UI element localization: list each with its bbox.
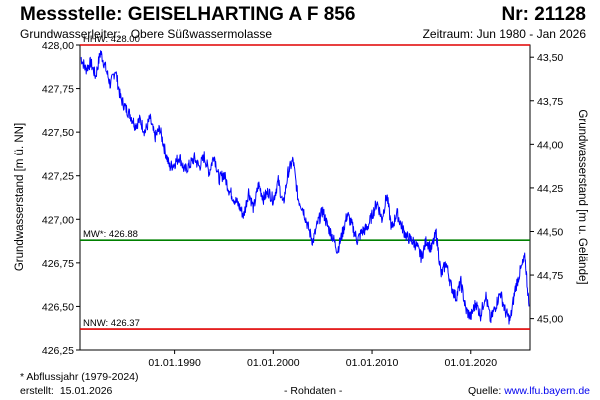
reference-label: MW*: 426.88 xyxy=(83,229,138,240)
footnote: * Abflussjahr (1979-2024) xyxy=(20,371,139,383)
y-tick-label: 428,00 xyxy=(42,40,74,52)
x-tick-label: 01.01.2020 xyxy=(444,357,497,369)
created-label: erstellt: xyxy=(20,385,54,397)
period-label: Zeitraum: Jun 1980 - Jan 2026 xyxy=(422,27,586,41)
plot-area xyxy=(79,44,531,351)
y-axis-label: Grundwasserstand [m ü. NN] xyxy=(14,123,26,271)
created-row: erstellt: 15.01.2026 xyxy=(20,385,112,397)
reference-label: NNW: 426.37 xyxy=(83,318,140,329)
series-line xyxy=(80,50,530,325)
aquifer-value: Obere Süßwassermolasse xyxy=(130,27,273,41)
y-tick-label: 427,75 xyxy=(42,84,74,96)
raw-data-note: - Rohdaten - xyxy=(284,385,343,397)
y2-tick-label: 44,75 xyxy=(537,270,563,282)
y2-tick-label: 43,75 xyxy=(537,96,563,108)
y2-tick-label: 44,00 xyxy=(537,139,563,151)
y2-tick-label: 43,50 xyxy=(537,52,563,64)
x-tick-label: 01.01.2010 xyxy=(346,357,399,369)
source-label: Quelle: xyxy=(468,385,502,397)
aquifer-row: Grundwasserleiter: Obere Süßwassermolasse xyxy=(20,27,272,41)
x-tick-label: 01.01.2000 xyxy=(247,357,300,369)
station-number: Nr: 21128 xyxy=(501,4,586,25)
y-tick-label: 426,50 xyxy=(42,301,74,313)
y2-tick-label: 44,50 xyxy=(537,226,563,238)
y2-tick-label: 45,00 xyxy=(537,314,563,326)
source-row: Quelle: www.lfu.bayern.de xyxy=(468,385,590,397)
y-tick-label: 427,00 xyxy=(42,214,74,226)
y-tick-label: 427,25 xyxy=(42,171,74,183)
y-tick-label: 426,75 xyxy=(42,258,74,270)
x-tick-label: 01.01.1990 xyxy=(148,357,201,369)
y2-tick-label: 44,25 xyxy=(537,183,563,195)
y-tick-label: 427,50 xyxy=(42,127,74,139)
y2-axis-label: Grundwasserstand [m u. Gelände] xyxy=(576,109,588,284)
aquifer-label: Grundwasserleiter: xyxy=(20,27,121,41)
y-tick-label: 426,25 xyxy=(42,345,74,357)
reference-label: HHW: 428.00 xyxy=(83,34,140,45)
page-title: Messstelle: GEISELHARTING A F 856 xyxy=(20,4,356,25)
source-link[interactable]: www.lfu.bayern.de xyxy=(504,385,590,397)
created-date: 15.01.2026 xyxy=(59,385,113,397)
